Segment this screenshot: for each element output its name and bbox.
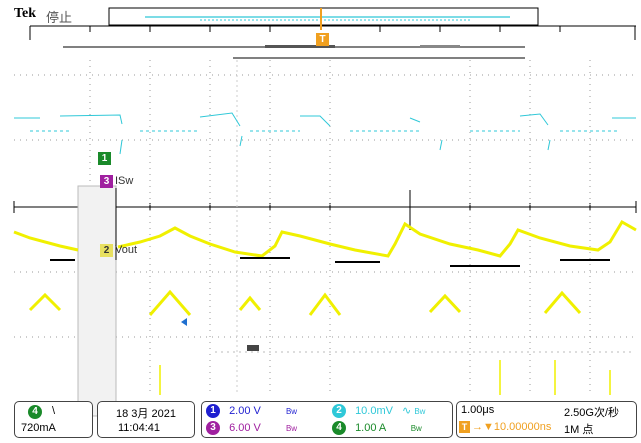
trigger-marker-badge: T xyxy=(316,33,329,46)
acquisition-status: 停止 xyxy=(46,11,73,26)
trigger-pos-badge: T xyxy=(459,421,470,433)
ch4-settings: 4 1.00 A Bw xyxy=(332,421,422,435)
date: 18 3月 2021 xyxy=(116,408,176,420)
brand-logo: Tek xyxy=(14,6,37,21)
ch1-badge: 1 xyxy=(206,404,220,418)
time: 11:04:41 xyxy=(118,422,161,434)
timebase-panel[interactable]: 1.00μs 2.50G次/秒 T →▼10.00000ns 1M 点 xyxy=(456,401,637,438)
ch3-marker-badge: 3 xyxy=(100,175,113,188)
ch3-bw-limit: Bw xyxy=(285,423,298,433)
ch1-marker[interactable]: 1 xyxy=(98,152,113,165)
trigger-slope: \ xyxy=(52,405,56,417)
trigger-position-marker[interactable]: T xyxy=(316,33,331,46)
datetime-panel: 18 3月 2021 11:04:41 xyxy=(97,401,195,438)
ch4-scale: 1.00 A xyxy=(355,421,386,434)
trigger-delay-value: →▼10.00000ns xyxy=(472,421,552,433)
sample-rate: 2.50G次/秒 xyxy=(564,407,620,419)
ch3-badge: 3 xyxy=(206,421,220,435)
ch2-marker-badge: 2 xyxy=(100,244,113,257)
ch2-badge: 2 xyxy=(332,404,346,419)
ch1-bw-limit: Bw xyxy=(285,406,298,416)
ch1-settings: 1 2.00 V Bw xyxy=(206,404,297,418)
ch4-bw-limit: Bw xyxy=(410,423,422,433)
trigger-delay: T →▼10.00000ns xyxy=(459,421,551,433)
ch3-marker-label: ISw xyxy=(115,175,134,187)
ch2-marker-label: Vout xyxy=(115,244,138,256)
channel-settings-panel[interactable]: 1 2.00 V Bw 2 10.0mV ∿ Bw 3 6.00 V Bw 4 … xyxy=(201,401,453,438)
ch2-coupling-icon: ∿ xyxy=(402,405,412,417)
ch4-badge: 4 xyxy=(332,421,346,435)
trigger-level: 720mA xyxy=(21,422,56,434)
horizontal-scale: 1.00μs xyxy=(461,404,495,416)
trigger-panel[interactable]: 4 \ 720mA xyxy=(14,401,93,438)
ch2-marker[interactable]: 2 Vout xyxy=(100,244,137,257)
ch3-settings: 3 6.00 V Bw xyxy=(206,421,297,435)
ch1-scale: 2.00 V xyxy=(229,404,261,417)
ch3-marker[interactable]: 3 ISw xyxy=(100,175,133,188)
ch3-scale: 6.00 V xyxy=(229,421,261,434)
ch2-bw-limit: Bw xyxy=(414,407,426,416)
ch2-scale: 10.0mV xyxy=(355,405,393,417)
record-length: 1M 点 xyxy=(564,424,594,436)
trigger-channel-badge: 4 xyxy=(28,405,42,419)
ch2-settings: 2 10.0mV ∿ Bw xyxy=(332,404,426,419)
ch1-marker-badge: 1 xyxy=(98,152,111,165)
